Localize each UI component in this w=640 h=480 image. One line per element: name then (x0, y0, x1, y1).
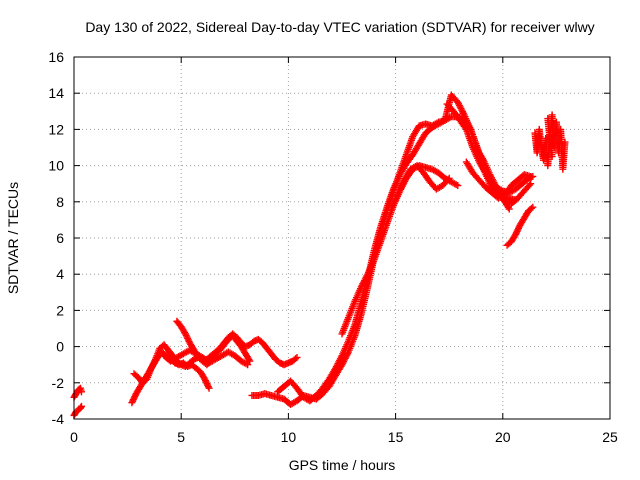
data-point (204, 383, 212, 391)
data-point (362, 273, 370, 281)
grid (74, 57, 610, 419)
data-point (452, 181, 460, 189)
data-point (527, 172, 535, 180)
data-point (332, 364, 340, 372)
data-point (293, 353, 301, 361)
series-arc-6 (160, 346, 252, 369)
data-point (454, 98, 462, 106)
data-point (527, 180, 535, 188)
data-point (458, 106, 466, 114)
data-point (489, 177, 497, 185)
series-arc-5 (173, 317, 301, 369)
series-arc-14 (503, 203, 537, 249)
data-point (245, 356, 253, 364)
data-point (490, 179, 498, 187)
y-tick-label: -2 (52, 375, 65, 391)
y-tick-label: 0 (56, 339, 64, 355)
y-tick-label: 6 (56, 230, 64, 246)
y-tick-label: 2 (56, 302, 64, 318)
series-arc-10 (387, 162, 453, 213)
data-point (242, 360, 250, 368)
data-point (487, 172, 495, 180)
data-point (358, 281, 366, 289)
data-point (444, 176, 452, 184)
data-point (456, 103, 464, 111)
data-point (361, 275, 369, 283)
data-point (491, 180, 499, 188)
data-points (70, 91, 569, 419)
x-tick-label: 10 (281, 429, 297, 445)
y-tick-label: -4 (52, 411, 65, 427)
data-point (335, 358, 343, 366)
data-point (445, 174, 453, 182)
y-tick-label: 12 (48, 121, 64, 137)
data-point (488, 175, 496, 183)
data-point (336, 355, 344, 363)
series-arc-1 (70, 384, 86, 401)
data-point (332, 363, 340, 371)
data-point (246, 357, 254, 365)
series-arc-2 (70, 402, 86, 419)
data-point (504, 203, 512, 211)
data-point (357, 283, 365, 291)
data-point (454, 182, 462, 190)
data-point (336, 356, 344, 364)
data-point (151, 357, 159, 365)
data-point (561, 138, 569, 146)
data-point (205, 384, 213, 392)
data-point (363, 272, 371, 280)
y-tick-label: 16 (48, 49, 64, 65)
data-point (486, 171, 494, 179)
data-point (488, 174, 496, 182)
x-tick-label: 5 (177, 429, 185, 445)
x-tick-label: 15 (388, 429, 404, 445)
data-point (333, 361, 341, 369)
chart-title: Day 130 of 2022, Sidereal Day-to-day VTE… (85, 19, 594, 35)
data-point (455, 101, 463, 109)
data-point (78, 402, 86, 410)
x-tick-label: 20 (495, 429, 511, 445)
y-tick-label: 10 (48, 158, 64, 174)
data-point (292, 355, 300, 363)
data-point (527, 204, 535, 212)
series-arc-16 (544, 111, 569, 173)
data-point (337, 353, 345, 361)
data-point (360, 278, 368, 286)
data-point (361, 277, 369, 285)
y-tick-label: 4 (56, 266, 64, 282)
data-point (457, 105, 465, 113)
series-arc-8 (274, 91, 520, 405)
y-axis-label: SDTVAR / TECUs (5, 182, 21, 294)
y-tick-label: 8 (56, 194, 64, 210)
x-tick-label: 0 (70, 429, 78, 445)
x-tick-label: 25 (602, 429, 618, 445)
series-arc-13 (473, 145, 513, 213)
data-point (505, 205, 513, 213)
data-point (244, 361, 252, 369)
data-point (525, 181, 533, 189)
series-arc-12 (462, 158, 535, 202)
plot-frame (73, 56, 611, 420)
x-axis-label: GPS time / hours (289, 457, 396, 473)
y-tick-label: 14 (48, 85, 64, 101)
data-point (459, 108, 467, 116)
data-point (548, 153, 556, 161)
data-point (359, 280, 367, 288)
data-point (334, 360, 342, 368)
series-arc-4 (130, 332, 254, 387)
axis-ticks: 0 5 10 15 20 25 -4 -2 0 2 4 6 8 10 12 14 16 (48, 49, 618, 445)
data-point (455, 100, 463, 108)
data-point (459, 109, 467, 117)
data-point (78, 388, 86, 396)
data-point (529, 203, 537, 211)
